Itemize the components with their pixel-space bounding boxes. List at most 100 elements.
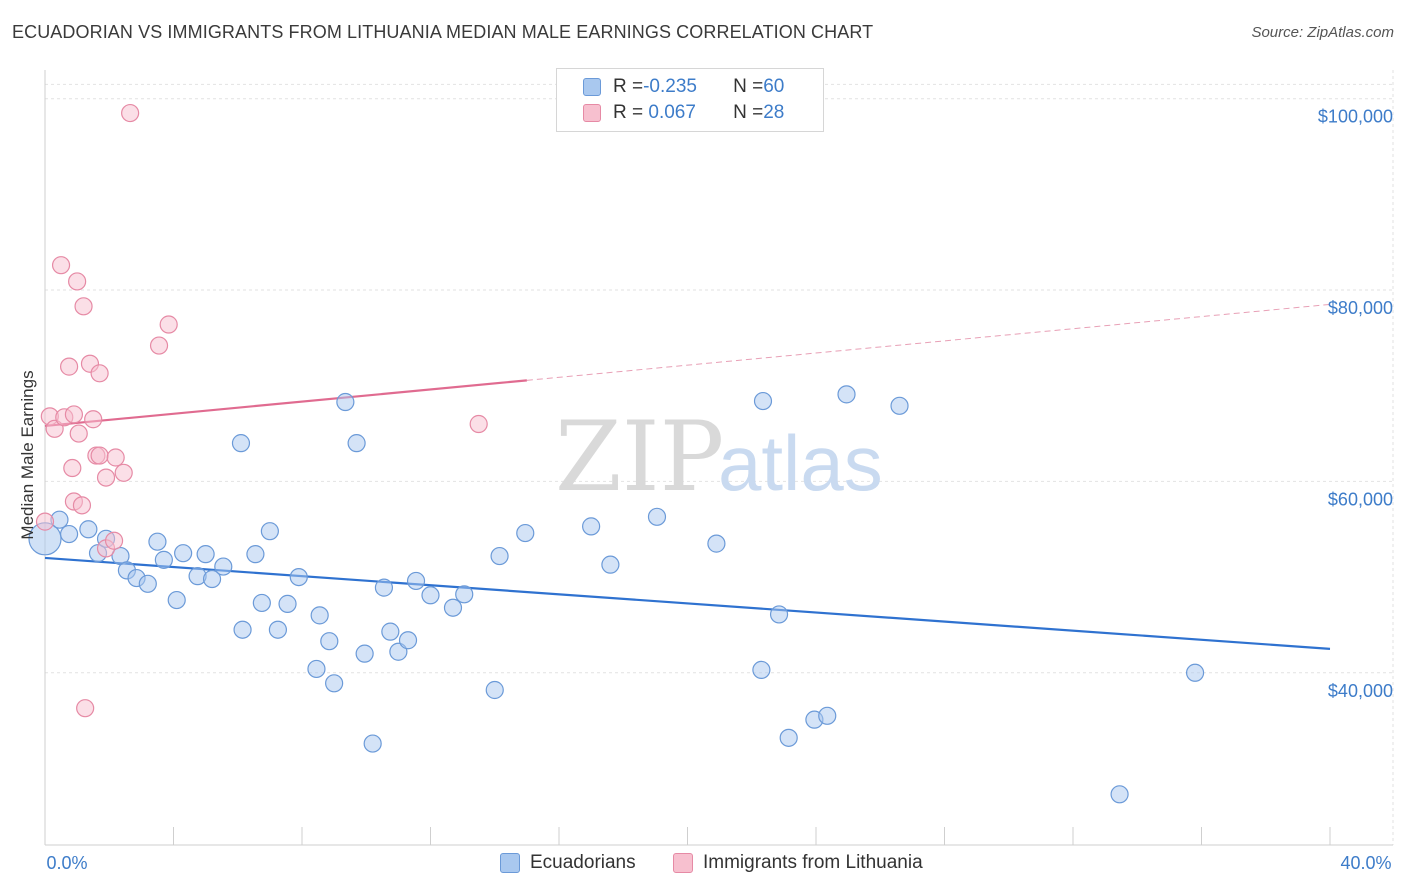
data-point-lithuania (469, 414, 488, 434)
data-point-ecuadorians (890, 396, 909, 415)
data-point-ecuadorians (1110, 785, 1129, 804)
data-point-ecuadorians (196, 545, 215, 564)
data-point-ecuadorians (260, 522, 279, 541)
data-point-ecuadorians (381, 622, 400, 641)
x-tick-labels: 0.0% 40.0% (46, 853, 1391, 873)
data-points (28, 103, 1205, 804)
y-tick-label: $100,000 (1318, 107, 1393, 127)
data-point-ecuadorians (647, 507, 667, 526)
legend-n-value: 28 (763, 102, 785, 123)
data-point-ecuadorians (138, 574, 157, 593)
data-point-lithuania (72, 496, 92, 515)
data-point-ecuadorians (363, 734, 382, 753)
data-point-ecuadorians (601, 555, 620, 574)
data-point-ecuadorians (174, 544, 193, 563)
data-point-ecuadorians (1185, 663, 1205, 682)
data-point-ecuadorians (325, 674, 344, 693)
legend-n-value: 60 (763, 76, 785, 97)
data-point-ecuadorians (769, 605, 789, 624)
x-tick-label: 0.0% (46, 853, 87, 873)
data-point-lithuania (159, 315, 178, 334)
data-point-ecuadorians (347, 434, 366, 453)
data-point-lithuania (64, 405, 84, 424)
trend-line-lithuania (44, 379, 527, 428)
data-point-ecuadorians (374, 578, 394, 597)
data-point-lithuania (68, 272, 87, 291)
data-point-ecuadorians (233, 620, 252, 639)
data-point-ecuadorians (79, 520, 98, 539)
data-point-lithuania (106, 448, 125, 467)
legend-r-label: R = (613, 102, 644, 123)
data-point-lithuania (121, 103, 140, 123)
data-point-lithuania (149, 336, 169, 355)
x-tick-label: 40.0% (1340, 853, 1391, 873)
legend-swatch-ecuadorians (583, 78, 601, 96)
data-point-ecuadorians (59, 524, 79, 544)
series-legend: Ecuadorians Immigrants from Lithuania (0, 852, 1406, 878)
legend-row-lithuania: R = 0.067 N = 28 (583, 100, 784, 126)
y-tick-label: $80,000 (1328, 298, 1393, 318)
correlation-legend: R = -0.235 N = 60 R = 0.067 N = 28 (556, 68, 824, 132)
data-point-lithuania (104, 531, 124, 550)
data-point-ecuadorians (837, 385, 856, 404)
data-point-ecuadorians (443, 598, 463, 617)
watermark-zip: ZIP (555, 401, 724, 513)
data-point-ecuadorians (289, 567, 308, 587)
data-point-ecuadorians (516, 523, 535, 543)
data-point-lithuania (96, 468, 116, 487)
data-point-lithuania (114, 463, 133, 482)
data-point-ecuadorians (307, 659, 326, 679)
data-point-ecuadorians (336, 392, 355, 412)
data-point-ecuadorians (753, 391, 773, 411)
chart-title: ECUADORIAN VS IMMIGRANTS FROM LITHUANIA … (12, 22, 874, 42)
series-swatch-ecuadorians (500, 853, 520, 873)
legend-swatch-lithuania (583, 104, 601, 122)
data-point-lithuania (90, 446, 109, 465)
y-tick-label: $40,000 (1328, 681, 1393, 701)
source-label: Source: ZipAtlas.com (1251, 24, 1394, 41)
data-point-ecuadorians (167, 590, 186, 610)
series-legend-ecuadorians: Ecuadorians (500, 852, 636, 874)
data-point-ecuadorians (485, 680, 504, 700)
data-point-lithuania (35, 512, 55, 531)
data-point-ecuadorians (779, 728, 798, 747)
data-point-ecuadorians (421, 586, 440, 605)
data-point-lithuania (69, 424, 88, 443)
trend-line-lithuania-extension (526, 303, 1331, 381)
legend-row-ecuadorians: R = -0.235 N = 60 (583, 74, 784, 100)
legend-r-value: 0.067 (643, 102, 696, 123)
data-point-lithuania (51, 256, 71, 275)
data-point-ecuadorians (202, 569, 222, 589)
data-point-ecuadorians (154, 550, 173, 569)
data-point-ecuadorians (310, 606, 329, 625)
data-point-ecuadorians (148, 532, 167, 551)
trend-lines (44, 303, 1331, 650)
y-tick-label: $60,000 (1328, 489, 1393, 509)
data-point-lithuania (84, 410, 103, 429)
data-point-ecuadorians (246, 545, 265, 564)
series-legend-lithuania: Immigrants from Lithuania (673, 852, 923, 874)
data-point-ecuadorians (268, 620, 288, 639)
watermark-atlas: atlas (718, 419, 883, 507)
data-point-ecuadorians (398, 631, 418, 650)
data-point-ecuadorians (752, 660, 771, 680)
data-point-ecuadorians (406, 571, 426, 591)
data-point-ecuadorians (214, 557, 233, 576)
legend-r-value: -0.235 (643, 76, 697, 97)
data-point-lithuania (90, 364, 109, 383)
legend-n-label: N = (733, 102, 764, 123)
legend-n-label: N = (733, 76, 764, 97)
series-label-lithuania: Immigrants from Lithuania (703, 852, 923, 873)
axes (44, 70, 1393, 846)
series-swatch-lithuania (673, 853, 693, 873)
data-point-ecuadorians (818, 706, 837, 725)
data-point-ecuadorians (252, 593, 271, 613)
data-point-lithuania (76, 699, 95, 718)
y-axis-label: Median Male Earnings (18, 370, 37, 539)
series-label-ecuadorians: Ecuadorians (530, 852, 636, 873)
trend-line-ecuadorians (44, 556, 1331, 650)
data-point-ecuadorians (231, 434, 251, 453)
data-point-lithuania (59, 357, 79, 376)
legend-r-label: R = (613, 76, 644, 97)
